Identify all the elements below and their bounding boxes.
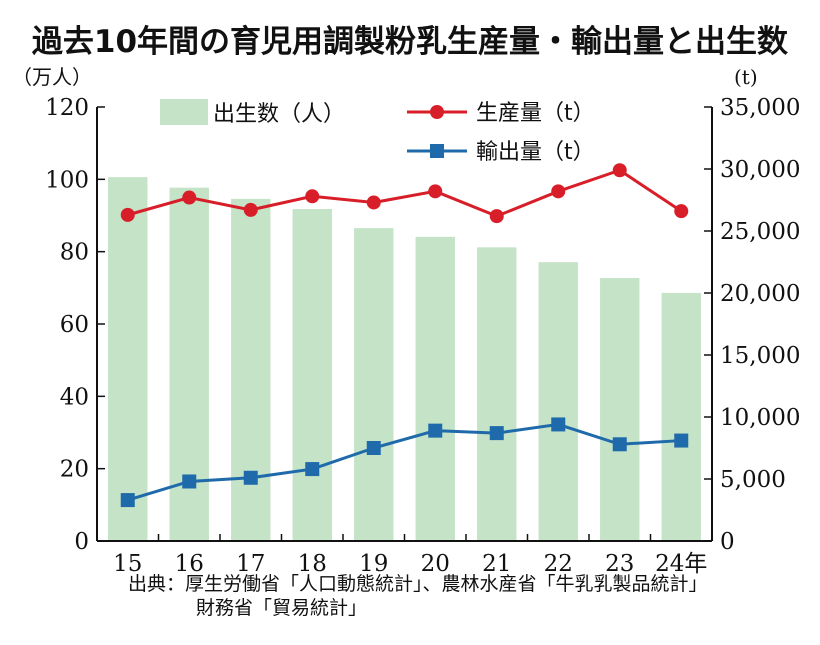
x-tick-label: 23 bbox=[605, 551, 634, 577]
x-tick-label: 16 bbox=[175, 551, 204, 577]
right-tick-label: 30,000 bbox=[720, 157, 800, 183]
bar-births-24年 bbox=[661, 292, 701, 541]
legend-births-swatch bbox=[160, 99, 208, 125]
point-exports-21 bbox=[489, 426, 504, 441]
left-axis-unit: （万人） bbox=[12, 65, 92, 89]
point-production-22 bbox=[551, 184, 566, 199]
legend-exports-label: 輸出量（t） bbox=[476, 140, 595, 165]
right-tick-label: 35,000 bbox=[720, 95, 800, 121]
point-production-17 bbox=[243, 202, 258, 217]
source-line-1: 出典：厚生労働省「人口動態統計」、農林水産省「牛乳乳製品統計」 bbox=[128, 573, 708, 595]
bar-births-22 bbox=[538, 262, 578, 541]
point-exports-22 bbox=[551, 417, 566, 432]
point-exports-20 bbox=[428, 423, 443, 438]
bar-births-21 bbox=[477, 247, 517, 541]
point-production-19 bbox=[366, 195, 381, 210]
chart-title: 過去10年間の育児用調製粉乳生産量・輸出量と出生数 bbox=[32, 24, 788, 60]
legend-exports-marker bbox=[430, 144, 444, 158]
left-tick-label: 100 bbox=[45, 167, 89, 193]
point-production-24年 bbox=[674, 204, 689, 219]
point-exports-16 bbox=[182, 474, 197, 489]
lines-layer bbox=[120, 163, 689, 508]
right-tick-label: 20,000 bbox=[720, 281, 800, 307]
x-tick-label: 24年 bbox=[655, 551, 707, 577]
x-tick-label: 15 bbox=[113, 551, 142, 577]
bars-layer bbox=[108, 177, 701, 542]
right-tick-label: 15,000 bbox=[720, 343, 800, 369]
x-tick-label: 20 bbox=[421, 551, 450, 577]
right-tick-label: 25,000 bbox=[720, 219, 800, 245]
right-tick-label: 10,000 bbox=[720, 405, 800, 431]
legend: 出生数（人） 生産量（t） 輸出量（t） bbox=[160, 99, 595, 165]
x-tick-label: 21 bbox=[482, 551, 511, 577]
right-axis-unit: (t) bbox=[734, 65, 758, 89]
point-exports-19 bbox=[366, 441, 381, 455]
line-exports bbox=[127, 422, 682, 502]
bar-births-19 bbox=[354, 228, 394, 542]
left-tick-label: 40 bbox=[60, 384, 89, 410]
point-production-15 bbox=[120, 207, 135, 222]
bar-births-15 bbox=[108, 177, 148, 541]
right-tick-label: 0 bbox=[720, 529, 735, 555]
left-tick-label: 60 bbox=[60, 312, 89, 338]
legend-production-marker bbox=[430, 105, 444, 119]
bar-births-18 bbox=[292, 208, 332, 542]
left-tick-label: 120 bbox=[45, 95, 89, 121]
x-tick-label: 22 bbox=[544, 551, 573, 577]
legend-births-label: 出生数（人） bbox=[213, 102, 345, 127]
axes-layer: 0 20 40 60 80 100 120 0 5,000 10,000 15,000 20,000 2… bbox=[45, 95, 800, 577]
point-exports-24年 bbox=[674, 433, 689, 448]
point-production-23 bbox=[612, 163, 627, 178]
point-exports-15 bbox=[120, 493, 135, 508]
bar-births-20 bbox=[415, 236, 455, 542]
point-production-20 bbox=[428, 184, 443, 199]
x-tick-label: 18 bbox=[298, 551, 327, 577]
line-production bbox=[127, 168, 683, 218]
left-tick-label: 20 bbox=[60, 457, 89, 483]
x-tick-label: 17 bbox=[236, 551, 265, 577]
source-line-2: 財務省「貿易統計」 bbox=[196, 597, 367, 619]
point-production-18 bbox=[305, 189, 320, 204]
right-tick-label: 5,000 bbox=[720, 467, 786, 493]
bar-births-23 bbox=[600, 278, 640, 541]
bar-births-17 bbox=[231, 198, 271, 541]
left-tick-label: 0 bbox=[74, 529, 89, 555]
point-production-16 bbox=[182, 190, 197, 205]
point-exports-17 bbox=[243, 470, 258, 485]
left-tick-label: 80 bbox=[60, 240, 89, 266]
point-exports-18 bbox=[305, 462, 320, 477]
point-production-21 bbox=[489, 209, 504, 224]
point-exports-23 bbox=[612, 437, 627, 452]
legend-production-label: 生産量（t） bbox=[476, 101, 595, 126]
x-tick-label: 19 bbox=[359, 551, 388, 577]
